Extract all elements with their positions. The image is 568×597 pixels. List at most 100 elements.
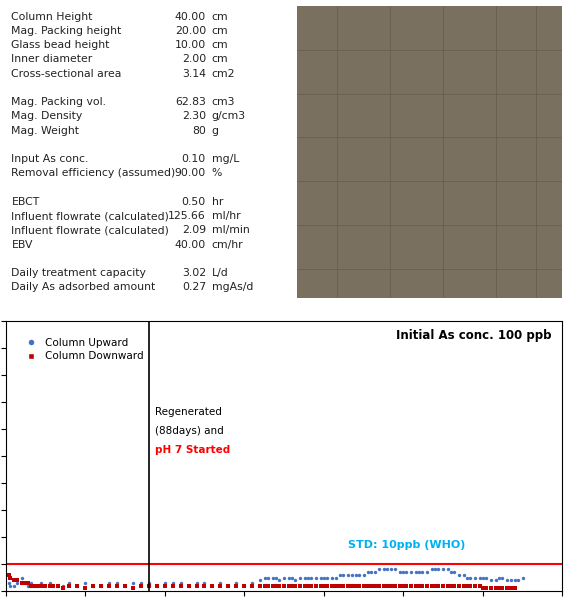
Point [327,581,336,590]
Point [348,570,357,580]
Point [431,581,440,590]
Text: cm: cm [212,12,228,21]
Point [112,578,122,587]
Point [418,581,427,590]
Point [475,581,484,590]
Point [33,581,42,590]
Text: 2.00: 2.00 [182,54,206,64]
Point [431,565,440,574]
Text: cm3: cm3 [212,97,235,107]
Point [339,570,348,580]
Point [284,573,293,582]
Point [6,573,15,582]
Point [144,578,153,587]
Point [339,581,348,590]
Point [160,581,169,590]
Point [466,581,475,590]
Point [482,573,491,582]
Point [5,578,14,587]
Point [518,573,527,582]
Point [386,565,395,574]
Text: 2.30: 2.30 [182,112,206,121]
Point [343,581,352,590]
Point [295,573,304,582]
Text: 0.50: 0.50 [182,197,206,207]
Point [498,583,507,593]
Point [27,578,36,587]
Point [136,578,145,587]
Point [20,578,30,587]
Point [462,581,471,590]
Point [192,578,201,587]
Point [443,581,452,590]
Point [335,581,344,590]
Point [152,581,161,590]
Point [272,581,281,590]
Point [370,567,379,577]
Point [415,567,424,577]
Point [45,581,55,590]
Text: Mag. Density: Mag. Density [11,112,83,121]
Point [446,581,456,590]
Point [65,578,74,587]
Point [486,576,495,585]
Text: Daily treatment capacity: Daily treatment capacity [11,268,147,278]
Point [105,578,114,587]
Point [475,573,484,582]
Text: cm: cm [212,26,228,36]
Text: 3.14: 3.14 [182,69,206,79]
Point [510,583,519,593]
Point [434,565,443,574]
Point [36,578,45,587]
Point [307,573,316,582]
Point [23,578,32,587]
Text: Glass bead height: Glass bead height [11,40,110,50]
Point [323,581,332,590]
Point [248,578,257,587]
Text: cm: cm [212,54,228,64]
Point [459,570,468,580]
Point [434,581,443,590]
Point [370,581,379,590]
Point [49,581,58,590]
Point [160,578,169,587]
Point [30,581,39,590]
Point [105,581,114,590]
Point [446,567,456,577]
Point [184,581,193,590]
Point [256,581,265,590]
Point [507,576,516,585]
Point [375,581,384,590]
Text: Mag. Packing height: Mag. Packing height [11,26,122,36]
Text: ml/hr: ml/hr [212,211,240,221]
Point [53,581,62,590]
Point [327,573,336,582]
Point [240,581,249,590]
Text: ml/min: ml/min [212,226,249,235]
Text: 2.09: 2.09 [182,226,206,235]
Point [402,567,411,577]
Point [316,581,325,590]
Point [307,581,316,590]
Point [65,581,74,590]
Point [459,581,468,590]
Point [450,581,459,590]
Point [438,565,448,574]
Point [354,581,364,590]
Text: 0.10: 0.10 [182,154,206,164]
Text: Mag. Weight: Mag. Weight [11,125,80,136]
Point [364,581,373,590]
Point [359,581,368,590]
Point [23,581,32,590]
Point [240,581,249,590]
Point [427,581,436,590]
Point [418,567,427,577]
Point [351,570,360,580]
Text: 90.00: 90.00 [175,168,206,179]
Text: Daily As adsorbed amount: Daily As adsorbed amount [11,282,156,293]
Point [466,573,475,582]
Point [41,581,50,590]
Text: EBV: EBV [11,239,33,250]
Point [411,567,420,577]
Point [12,576,22,585]
